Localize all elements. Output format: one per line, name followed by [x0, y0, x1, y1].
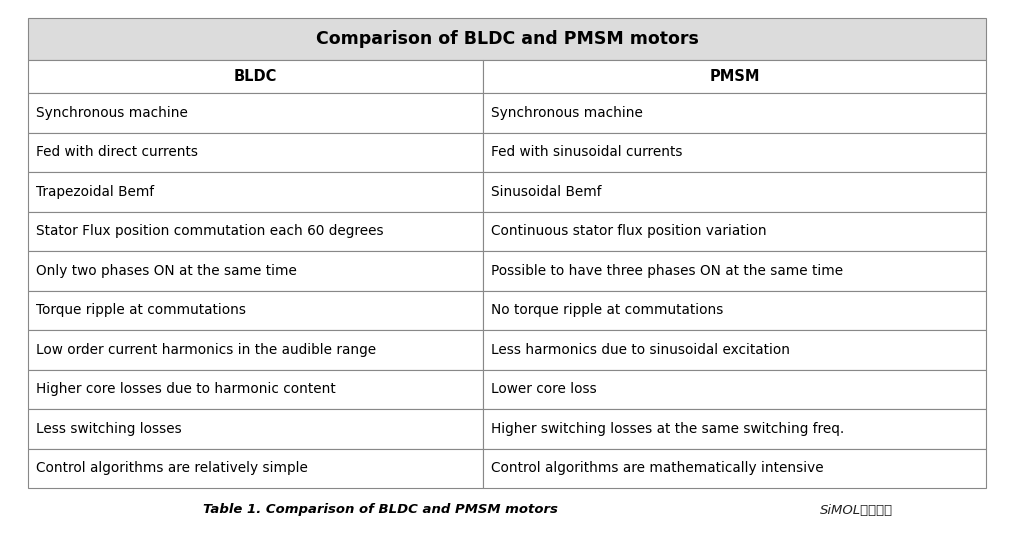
- Bar: [28, 290, 483, 330]
- Text: Only two phases ON at the same time: Only two phases ON at the same time: [37, 264, 297, 278]
- Text: Control algorithms are mathematically intensive: Control algorithms are mathematically in…: [491, 461, 823, 475]
- Text: PMSM: PMSM: [709, 69, 759, 84]
- Bar: [28, 330, 483, 370]
- Bar: [28, 172, 483, 211]
- Bar: [483, 132, 986, 172]
- Text: SiMOL西奠论坛: SiMOL西奠论坛: [820, 504, 893, 516]
- Bar: [483, 449, 986, 488]
- Text: Continuous stator flux position variation: Continuous stator flux position variatio…: [491, 224, 767, 238]
- Bar: [483, 290, 986, 330]
- Text: Higher core losses due to harmonic content: Higher core losses due to harmonic conte…: [37, 382, 336, 396]
- Bar: [483, 409, 986, 449]
- Bar: [28, 251, 483, 290]
- Text: Comparison of BLDC and PMSM motors: Comparison of BLDC and PMSM motors: [315, 30, 699, 48]
- Bar: [28, 93, 483, 132]
- Text: Trapezoidal Bemf: Trapezoidal Bemf: [37, 185, 154, 199]
- Bar: [483, 93, 986, 132]
- Bar: [28, 211, 483, 251]
- Bar: [28, 60, 483, 93]
- Text: Torque ripple at commutations: Torque ripple at commutations: [37, 303, 246, 317]
- Text: Fed with sinusoidal currents: Fed with sinusoidal currents: [491, 145, 682, 159]
- Bar: [483, 211, 986, 251]
- Text: No torque ripple at commutations: No torque ripple at commutations: [491, 303, 723, 317]
- Text: Synchronous machine: Synchronous machine: [491, 106, 643, 120]
- Bar: [483, 251, 986, 290]
- Text: Table 1. Comparison of BLDC and PMSM motors: Table 1. Comparison of BLDC and PMSM mot…: [203, 504, 558, 516]
- Bar: [28, 370, 483, 409]
- Bar: [483, 370, 986, 409]
- Text: Possible to have three phases ON at the same time: Possible to have three phases ON at the …: [491, 264, 844, 278]
- Text: Lower core loss: Lower core loss: [491, 382, 597, 396]
- Bar: [483, 60, 986, 93]
- Bar: [483, 172, 986, 211]
- Text: Less switching losses: Less switching losses: [37, 422, 182, 436]
- Text: Fed with direct currents: Fed with direct currents: [37, 145, 198, 159]
- Text: BLDC: BLDC: [234, 69, 277, 84]
- Text: Synchronous machine: Synchronous machine: [37, 106, 188, 120]
- Text: Sinusoidal Bemf: Sinusoidal Bemf: [491, 185, 601, 199]
- Text: Low order current harmonics in the audible range: Low order current harmonics in the audib…: [37, 343, 376, 357]
- Text: Control algorithms are relatively simple: Control algorithms are relatively simple: [37, 461, 308, 475]
- Bar: [28, 132, 483, 172]
- Bar: [28, 449, 483, 488]
- Text: Higher switching losses at the same switching freq.: Higher switching losses at the same swit…: [491, 422, 845, 436]
- Bar: [28, 409, 483, 449]
- Text: Stator Flux position commutation each 60 degrees: Stator Flux position commutation each 60…: [37, 224, 383, 238]
- Bar: [483, 330, 986, 370]
- Bar: [28, 18, 986, 60]
- Text: Less harmonics due to sinusoidal excitation: Less harmonics due to sinusoidal excitat…: [491, 343, 790, 357]
